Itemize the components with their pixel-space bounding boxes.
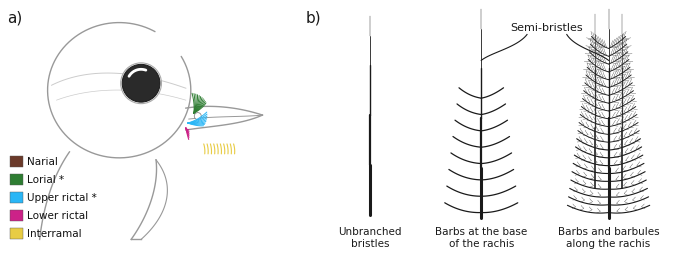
Circle shape — [195, 113, 201, 120]
Text: Upper rictal *: Upper rictal * — [27, 193, 97, 203]
FancyBboxPatch shape — [10, 192, 23, 203]
Text: Lorial *: Lorial * — [27, 175, 64, 185]
Text: Barbs and barbules
along the rachis: Barbs and barbules along the rachis — [558, 228, 660, 249]
Text: Interramal: Interramal — [27, 229, 82, 239]
Text: Semi-bristles: Semi-bristles — [510, 23, 583, 32]
Circle shape — [122, 64, 160, 102]
Circle shape — [121, 63, 162, 104]
Text: Unbranched
bristles: Unbranched bristles — [338, 228, 401, 249]
Text: a): a) — [7, 11, 22, 26]
Text: Narial: Narial — [27, 157, 58, 167]
FancyBboxPatch shape — [10, 156, 23, 167]
Text: Lower rictal: Lower rictal — [27, 211, 88, 221]
Text: Barbs at the base
of the rachis: Barbs at the base of the rachis — [435, 228, 527, 249]
FancyBboxPatch shape — [10, 228, 23, 239]
Text: b): b) — [306, 11, 321, 26]
FancyBboxPatch shape — [10, 174, 23, 185]
FancyBboxPatch shape — [10, 210, 23, 221]
